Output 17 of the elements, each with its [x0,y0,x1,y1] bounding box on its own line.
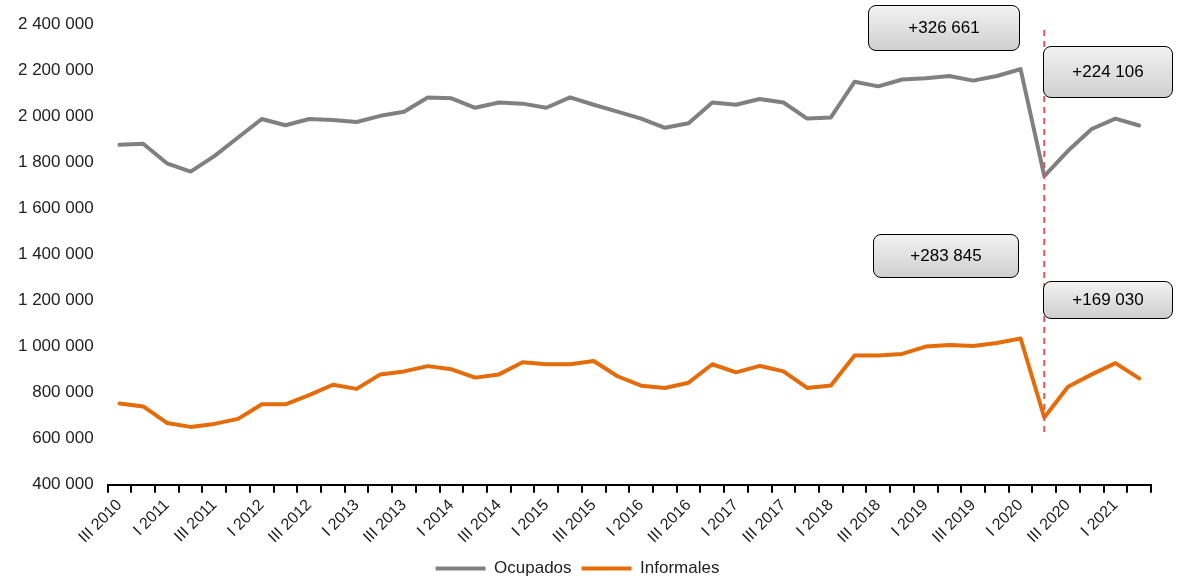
y-tick-label: 1 800 000 [17,152,94,172]
callout-box: +326 661 [868,5,1020,51]
y-tick-label: 2 400 000 [17,13,94,33]
y-tick-label: 400 000 [32,474,94,494]
y-tick-label: 1 400 000 [17,244,94,264]
callout-box: +169 030 [1043,281,1173,319]
legend-label: Informales [640,558,720,578]
y-tick-label: 800 000 [32,382,94,402]
y-tick-label: 1 000 000 [17,336,94,356]
y-tick-label: 1 200 000 [17,290,94,310]
y-tick-label: 1 600 000 [17,198,94,218]
callout-box: +283 845 [873,234,1019,278]
callout-box: +224 106 [1043,46,1173,98]
y-tick-label: 2 000 000 [17,105,94,125]
y-tick-label: 600 000 [32,428,94,448]
legend-label: Ocupados [494,558,572,578]
y-tick-label: 2 200 000 [17,59,94,79]
